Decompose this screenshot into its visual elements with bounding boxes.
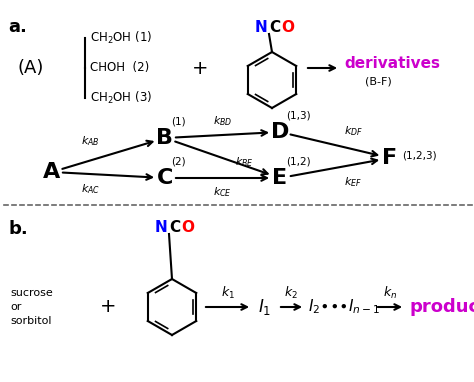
Text: (1): (1): [171, 117, 186, 127]
Text: $k_{BD}$: $k_{BD}$: [213, 114, 232, 128]
Text: N: N: [155, 220, 168, 235]
Text: D: D: [271, 122, 289, 142]
Text: sucrose
or
sorbitol: sucrose or sorbitol: [10, 288, 53, 326]
Text: (B-F): (B-F): [365, 77, 392, 87]
Text: $k_{AB}$: $k_{AB}$: [81, 134, 100, 148]
Text: +: +: [100, 298, 116, 317]
Text: CH$_2$OH (3): CH$_2$OH (3): [90, 90, 152, 106]
Text: $I_1$: $I_1$: [258, 297, 271, 317]
Text: E: E: [273, 168, 288, 188]
Text: $k_{EF}$: $k_{EF}$: [344, 175, 362, 189]
Text: A: A: [44, 162, 61, 182]
Text: CH$_2$OH (1): CH$_2$OH (1): [90, 30, 152, 46]
Text: F: F: [383, 148, 398, 168]
Text: $k_n$: $k_n$: [383, 285, 397, 301]
Text: C: C: [169, 220, 180, 235]
Text: +: +: [192, 58, 208, 78]
Text: C: C: [269, 21, 280, 36]
Text: O: O: [281, 21, 294, 36]
Text: CHOH  (2): CHOH (2): [90, 62, 149, 74]
Text: O: O: [181, 220, 194, 235]
Text: B: B: [156, 128, 173, 148]
Text: $k_2$: $k_2$: [284, 285, 298, 301]
Text: (1,3): (1,3): [286, 111, 310, 121]
Text: b.: b.: [8, 220, 28, 238]
Text: (1,2,3): (1,2,3): [402, 151, 437, 161]
Text: $I_2{\bullet}{\bullet}{\bullet}I_{n-1}$: $I_2{\bullet}{\bullet}{\bullet}I_{n-1}$: [308, 298, 381, 316]
Text: product: product: [410, 298, 474, 316]
Text: C: C: [157, 168, 173, 188]
Text: $k_{DF}$: $k_{DF}$: [344, 124, 363, 138]
Text: a.: a.: [8, 18, 27, 36]
Text: (1,2): (1,2): [286, 157, 310, 167]
Text: N: N: [255, 21, 268, 36]
Text: (A): (A): [18, 59, 45, 77]
Text: $k_1$: $k_1$: [220, 285, 235, 301]
Text: $k_{AC}$: $k_{AC}$: [81, 182, 100, 196]
Text: derivatives: derivatives: [344, 57, 440, 71]
Text: $k_{CE}$: $k_{CE}$: [213, 185, 232, 199]
Text: $k_{BE}$: $k_{BE}$: [235, 155, 254, 169]
Text: (2): (2): [171, 157, 186, 167]
